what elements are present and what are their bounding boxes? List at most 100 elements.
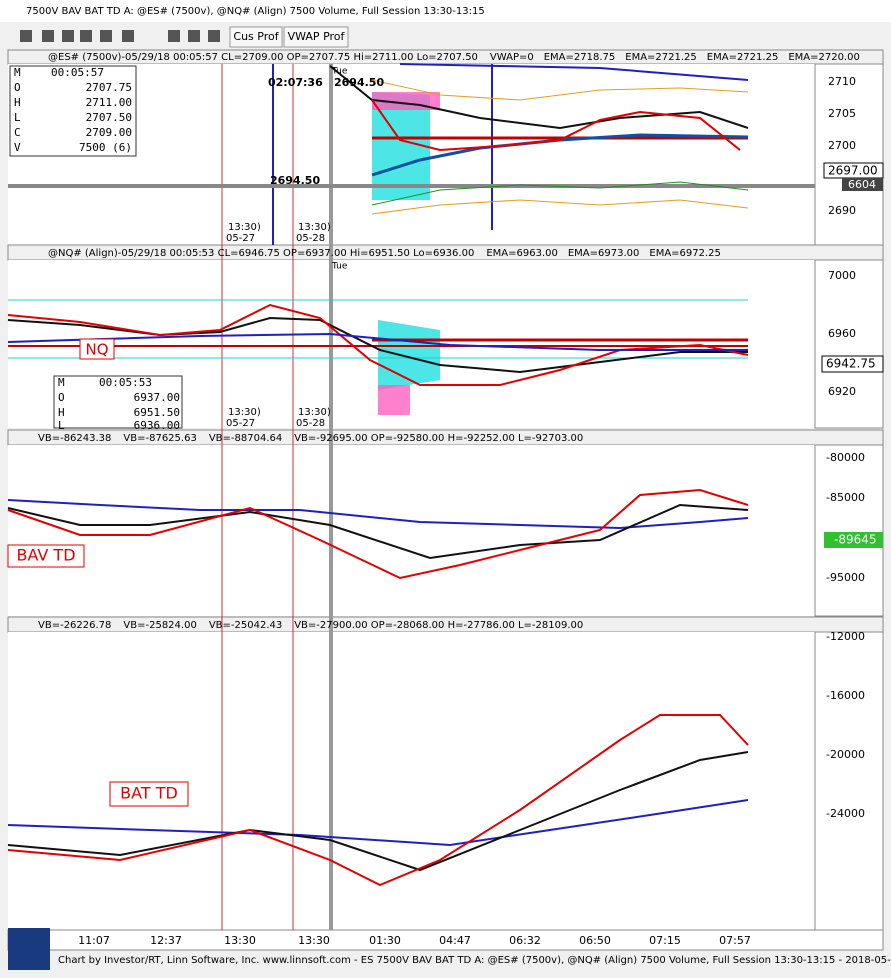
session-label: 05-28 [296, 233, 325, 244]
text: @NQ# (Align)-05/29/18 00:05:53 CL=6946.7… [48, 248, 474, 259]
text: 01:30 [369, 934, 401, 947]
ema-line [399, 63, 749, 81]
ema-line [371, 99, 741, 152]
text: 2711.00 [86, 96, 132, 109]
data-box [53, 375, 183, 429]
ema-line [7, 751, 749, 872]
text: 2710 [828, 75, 856, 88]
text: O [58, 391, 65, 404]
ema-line [7, 799, 749, 847]
label-box [7, 544, 85, 568]
text: 6960 [828, 327, 856, 340]
text: 7000 [828, 269, 856, 282]
session-label: 13:30) [298, 222, 331, 233]
text: VB=-86243.38 [38, 433, 111, 444]
value-axis: -80000 -85000 -95000 [826, 451, 865, 584]
text: EMA=6973.00 [568, 248, 640, 259]
text: -12000 [826, 630, 865, 643]
text: EMA=2721.25 [707, 52, 779, 63]
session-label: 05-28 [296, 418, 325, 429]
last-value-box [824, 532, 883, 548]
label-box [109, 781, 189, 807]
text: 11:07 [78, 934, 110, 947]
text: 12:37 [150, 934, 182, 947]
crosshair-label: 6604 [848, 178, 876, 191]
session-label: 13:30) [298, 407, 331, 418]
value-axis: -12000 -16000 -20000 -24000 [826, 630, 865, 820]
text: 2705 [828, 107, 856, 120]
text: VB=-27900.00 OP=-28068.00 H=-27786.00 L=… [294, 620, 583, 631]
text: -80000 [826, 451, 865, 464]
time-axis: 11:07 12:37 13:30 13:30 01:30 04:47 06:3… [78, 934, 751, 947]
text: VB=-25042.43 [209, 620, 282, 631]
text: -24000 [826, 807, 865, 820]
logo [8, 928, 50, 970]
text: H [58, 406, 65, 419]
ema-line [7, 488, 749, 580]
text: -95000 [826, 571, 865, 584]
text: 06:50 [579, 934, 611, 947]
window-title: 7500V BAV BAT TD A: @ES# (7500v), @NQ# (… [26, 6, 485, 17]
cursor-price: 2694.50 [334, 76, 384, 89]
title-bar [0, 0, 891, 22]
panel-header: @ES# (7500v)-05/29/18 00:05:57 CL=2709.0… [48, 52, 860, 63]
session-label: 05-27 [226, 233, 255, 244]
session-label: 13:30) [228, 407, 261, 418]
text: 6951.50 [134, 406, 180, 419]
text: VB=-88704.64 [209, 433, 282, 444]
text: @ES# (7500v)-05/29/18 00:05:57 CL=2709.0… [48, 52, 478, 63]
text: 2709.00 [86, 126, 132, 139]
text: 6920 [828, 385, 856, 398]
panel-header: VB=-26226.78 VB=-25824.00 VB=-25042.43 VB=-… [38, 620, 583, 631]
text: V [14, 141, 21, 154]
last-price-box [821, 355, 884, 373]
text: 04:47 [439, 934, 471, 947]
text: EMA=6963.00 [486, 248, 558, 259]
day-label: Tue [331, 67, 348, 77]
text: EMA=2718.75 [544, 52, 616, 63]
data-box-rows: M 00:05:57 O 2707.75 H 2711.00 L 2707.50 C 27… [14, 66, 132, 154]
text: 6936.00 [134, 419, 180, 432]
text: 00:05:53 [99, 376, 152, 389]
volume-profile [378, 385, 410, 415]
text: H [14, 96, 21, 109]
ema-line [7, 503, 749, 560]
panel-label: BAT TD [120, 784, 178, 803]
data-box [9, 65, 137, 157]
price-axis: 7000 6960 6920 [828, 269, 856, 398]
text: C [14, 126, 21, 139]
ema-line [7, 714, 749, 887]
toolbar [0, 22, 891, 50]
day-label: Tue [331, 262, 348, 272]
text: M [14, 66, 21, 79]
text: VB=-87625.63 [123, 433, 196, 444]
text: O [14, 81, 21, 94]
crosshair-price: 2694.50 [270, 174, 320, 187]
text: -20000 [826, 748, 865, 761]
toolbar-button-label[interactable]: Cus Prof [233, 30, 279, 43]
band-line [371, 181, 749, 206]
panel-label: BAV TD [16, 546, 75, 565]
text: EMA=2720.00 [788, 52, 860, 63]
session-label: 05-27 [226, 418, 255, 429]
text: 00:05:57 [51, 66, 104, 79]
ema-line [7, 499, 749, 530]
panel-label: NQ [85, 341, 108, 359]
text: 06:32 [509, 934, 541, 947]
data-box-rows: M 00:05:53 O 6937.00 H 6951.50 L 6936.00 [58, 376, 180, 432]
ema-line [7, 332, 748, 351]
panel-header: VB=-86243.38 VB=-87625.63 VB=-88704.64 VB=-… [38, 433, 583, 444]
footer: Chart by Investor/RT, Linn Software, Inc… [58, 955, 891, 966]
last-price: 2697.00 [828, 164, 878, 178]
text: 2690 [828, 204, 856, 217]
price-axis: 2710 2705 2700 2690 [828, 75, 856, 217]
text: 07:57 [719, 934, 751, 947]
toolbar-button-label[interactable]: VWAP Prof [288, 30, 346, 43]
panel-header: @NQ# (Align)-05/29/18 00:05:53 CL=6946.7… [48, 248, 721, 259]
toolbar-button[interactable] [229, 26, 283, 48]
text: 2707.50 [86, 111, 132, 124]
text: 6937.00 [134, 391, 180, 404]
toolbar-button[interactable] [283, 26, 349, 48]
